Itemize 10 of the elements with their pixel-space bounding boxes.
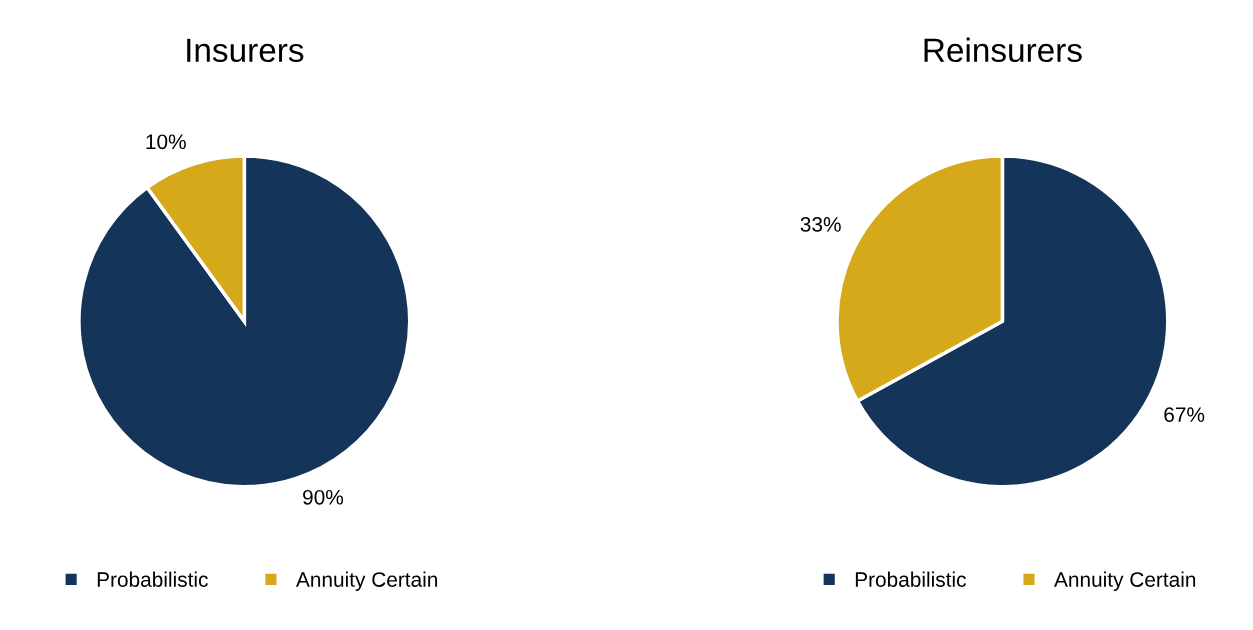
data-label: 33% (800, 217, 841, 232)
data-label: 10% (146, 134, 186, 150)
chart-title: Insurers (187, 38, 304, 63)
chart-title: Reinsurers (924, 37, 1082, 63)
legend-label: Annuity Certain (1054, 571, 1196, 592)
legend-label: Probabilistic (97, 571, 208, 587)
legend-label: Annuity Certain (295, 571, 438, 592)
legend-label: Probabilistic (855, 571, 966, 587)
data-label: 90% (303, 489, 344, 505)
data-label: 67% (1164, 407, 1205, 423)
